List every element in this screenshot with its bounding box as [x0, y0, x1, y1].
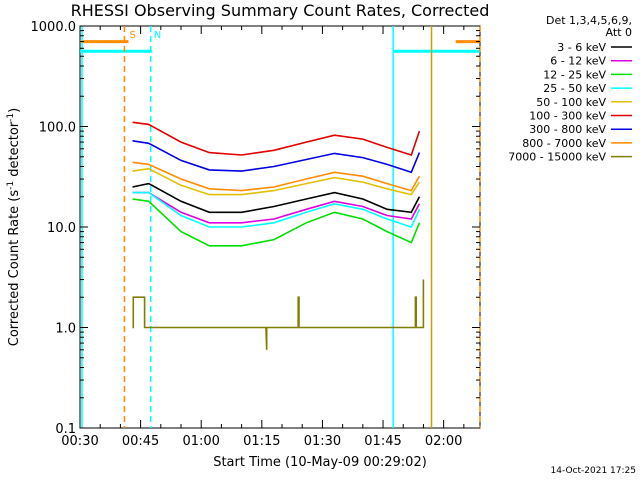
series-line	[132, 167, 421, 196]
legend-label: 800 - 7000 keV	[522, 137, 606, 150]
y-axis-label-sup1: -1	[6, 181, 16, 190]
series-lines	[132, 121, 425, 350]
legend-label: 50 - 100 keV	[536, 96, 606, 109]
x-tick-label: 00:45	[122, 434, 159, 449]
y-axis-label-sup2: -1	[6, 113, 16, 122]
vertical-markers	[81, 26, 481, 428]
y-axis: 0.1 1.0 10.0 100.0 1000.0	[31, 20, 480, 437]
y-axis-label-part2: detector	[7, 121, 22, 181]
status-bars	[80, 40, 480, 53]
series-line	[132, 279, 425, 350]
annotation-label: S	[129, 30, 135, 41]
legend-header: Det 1,3,4,5,6,9,	[546, 14, 632, 27]
x-tick-label: 02:00	[425, 434, 462, 449]
legend-label: 7000 - 15000 keV	[508, 151, 606, 164]
x-axis-label: Start Time (10-May-09 00:29:02)	[213, 455, 427, 470]
legend-header: Att 0	[606, 26, 632, 39]
series-line	[132, 182, 421, 214]
legend-label: 12 - 25 keV	[543, 68, 606, 81]
legend-label: 6 - 12 keV	[550, 55, 606, 68]
legend-label: 3 - 6 keV	[557, 41, 606, 54]
y-axis-label: Corrected Count Rate (s-1 detector-1)	[6, 108, 22, 346]
x-tick-label: 01:00	[182, 434, 219, 449]
x-tick-label: 01:15	[243, 434, 280, 449]
timestamp-footer: 14-Oct-2021 17:25	[551, 466, 636, 476]
y-tick-label: 10.0	[47, 221, 76, 236]
y-tick-label: 1000.0	[31, 20, 77, 35]
series-line	[132, 191, 421, 228]
chart-title: RHESSI Observing Summary Count Rates, Co…	[71, 1, 490, 20]
series-line	[132, 198, 421, 247]
annotation-label: N	[154, 30, 161, 41]
plot-frame	[79, 25, 481, 429]
x-tick-label: 01:30	[304, 434, 341, 449]
x-tick-label: 00:30	[61, 434, 98, 449]
series-line	[132, 121, 421, 156]
y-tick-label: 1.0	[55, 322, 76, 337]
series-line	[132, 140, 421, 174]
x-tick-label: 01:45	[364, 434, 401, 449]
series-line	[132, 161, 421, 192]
y-tick-label: 100.0	[39, 121, 76, 136]
series-line	[132, 191, 421, 224]
y-axis-label-part1: Corrected Count Rate (s	[7, 190, 22, 347]
y-tick-label: 0.1	[55, 422, 76, 437]
legend-label: 300 - 800 keV	[529, 123, 606, 136]
y-axis-label-part3: )	[7, 108, 22, 113]
legend-label: 25 - 50 keV	[543, 82, 606, 95]
legend-label: 100 - 300 keV	[529, 110, 606, 123]
x-axis: 00:30 00:45 01:00 01:15 01:30 01:45 02:00	[61, 26, 465, 449]
